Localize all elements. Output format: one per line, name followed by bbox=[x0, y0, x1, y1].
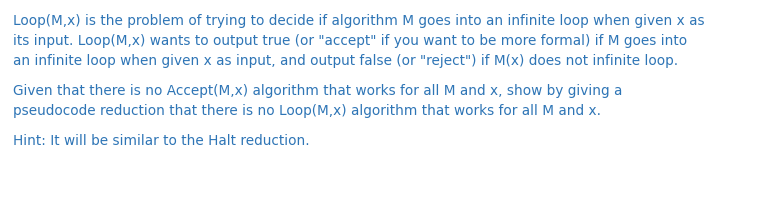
Text: an infinite loop when given x as input, and output false (or "reject") if M(x) d: an infinite loop when given x as input, … bbox=[13, 54, 678, 68]
Text: Hint: It will be similar to the Halt reduction.: Hint: It will be similar to the Halt red… bbox=[13, 134, 310, 148]
Text: Loop(M,x) is the problem of trying to decide if algorithm M goes into an infinit: Loop(M,x) is the problem of trying to de… bbox=[13, 14, 705, 28]
Text: Given that there is no Accept(M,x) algorithm that works for all M and x, show by: Given that there is no Accept(M,x) algor… bbox=[13, 84, 622, 98]
Text: pseudocode reduction that there is no Loop(M,x) algorithm that works for all M a: pseudocode reduction that there is no Lo… bbox=[13, 104, 601, 118]
Text: its input. Loop(M,x) wants to output true (or "accept" if you want to be more fo: its input. Loop(M,x) wants to output tru… bbox=[13, 34, 687, 48]
